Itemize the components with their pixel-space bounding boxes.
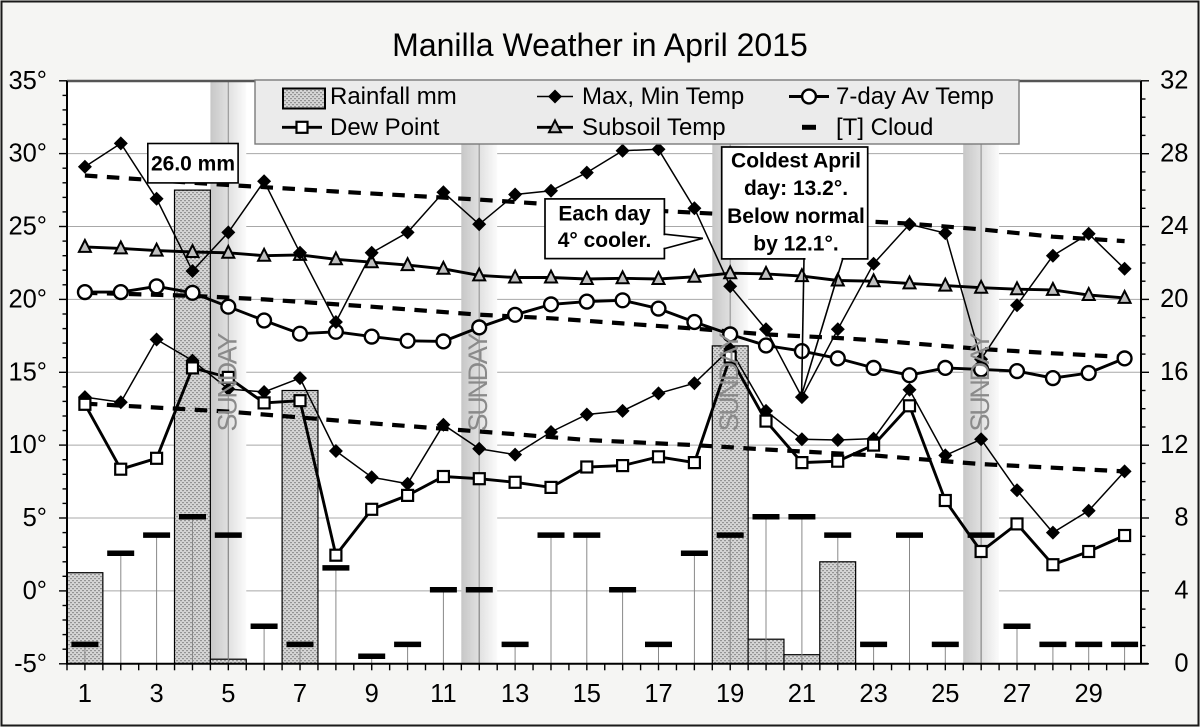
svg-text:16: 16: [1160, 358, 1188, 386]
svg-text:0°: 0°: [23, 577, 47, 605]
svg-text:15: 15: [573, 680, 601, 708]
svg-text:Each day: Each day: [558, 203, 651, 226]
svg-text:1: 1: [78, 680, 92, 708]
svg-text:4: 4: [1174, 577, 1188, 605]
svg-text:0: 0: [1174, 649, 1188, 677]
svg-text:Coldest April: Coldest April: [731, 150, 861, 173]
svg-text:12: 12: [1160, 431, 1188, 459]
svg-text:32: 32: [1160, 66, 1188, 94]
svg-text:10°: 10°: [8, 431, 47, 459]
svg-text:15°: 15°: [8, 358, 47, 386]
svg-text:26.0 mm: 26.0 mm: [151, 153, 235, 176]
svg-text:24: 24: [1160, 212, 1188, 240]
svg-text:9: 9: [365, 680, 379, 708]
svg-text:5°: 5°: [23, 504, 47, 532]
svg-text:[T] Cloud: [T] Cloud: [836, 114, 933, 141]
svg-text:21: 21: [788, 680, 816, 708]
svg-text:Rainfall mm: Rainfall mm: [330, 83, 457, 110]
svg-text:7-day Av Temp: 7-day Av Temp: [836, 83, 994, 110]
svg-text:20°: 20°: [8, 285, 47, 313]
svg-text:7: 7: [293, 680, 307, 708]
svg-text:27: 27: [1003, 680, 1031, 708]
svg-text:-5°: -5°: [14, 650, 47, 678]
svg-text:SUNDAY: SUNDAY: [965, 333, 995, 432]
svg-text:11: 11: [430, 680, 456, 708]
svg-text:5: 5: [221, 680, 235, 708]
svg-text:35°: 35°: [8, 67, 47, 95]
svg-text:19: 19: [716, 680, 744, 708]
svg-text:25: 25: [931, 680, 959, 708]
svg-text:20: 20: [1160, 285, 1188, 313]
svg-text:8: 8: [1174, 504, 1188, 532]
svg-text:SUNDAY: SUNDAY: [212, 333, 242, 432]
svg-text:23: 23: [859, 680, 887, 708]
svg-text:day: 13.2°.: day: 13.2°.: [744, 177, 848, 200]
svg-text:SUNDAY: SUNDAY: [463, 333, 493, 432]
svg-text:Subsoil Temp: Subsoil Temp: [582, 114, 726, 141]
svg-text:17: 17: [644, 680, 672, 708]
svg-text:Max, Min Temp: Max, Min Temp: [582, 83, 744, 110]
svg-text:Manilla Weather in April 2015: Manilla Weather in April 2015: [392, 27, 808, 63]
svg-text:3: 3: [150, 680, 164, 708]
svg-text:29: 29: [1075, 680, 1103, 708]
svg-text:28: 28: [1160, 139, 1188, 167]
svg-text:SUNDAY: SUNDAY: [714, 333, 744, 432]
svg-text:30°: 30°: [8, 140, 47, 168]
svg-text:Dew Point: Dew Point: [330, 114, 440, 141]
svg-text:Below normal: Below normal: [727, 205, 865, 228]
svg-text:4° cooler.: 4° cooler.: [558, 229, 652, 252]
svg-text:13: 13: [501, 680, 529, 708]
svg-text:by 12.1°.: by 12.1°.: [753, 233, 838, 256]
svg-text:25°: 25°: [8, 213, 47, 241]
